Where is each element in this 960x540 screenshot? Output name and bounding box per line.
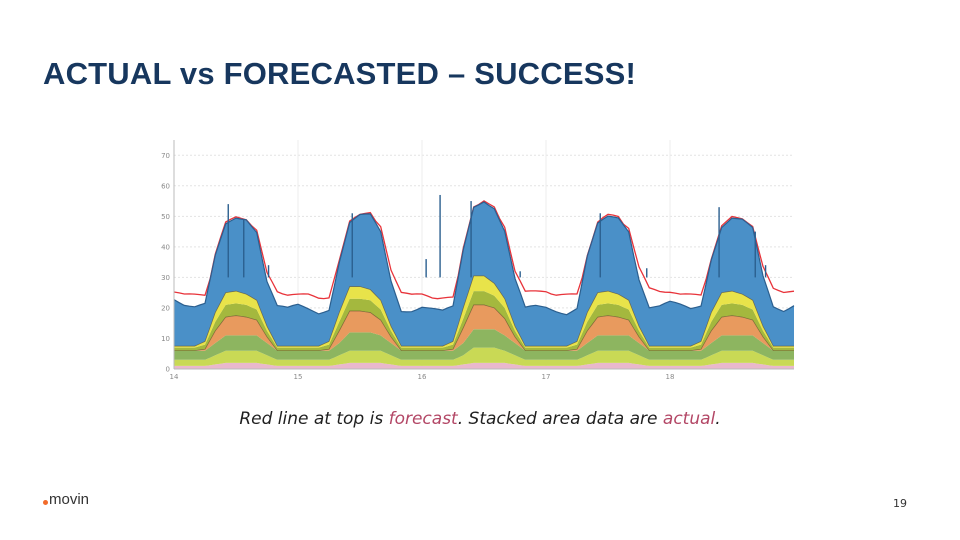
y-tick-label: 30 <box>161 274 170 282</box>
x-tick-label: 17 <box>542 373 551 381</box>
layer-boundary-line <box>174 275 794 347</box>
chart-caption: Red line at top is forecast. Stacked are… <box>0 409 960 429</box>
x-tick-label: 16 <box>418 373 427 381</box>
area-yellow-green-layer <box>174 347 794 366</box>
y-tick-label: 20 <box>161 304 170 312</box>
logo-text: movin <box>49 491 90 508</box>
x-tick-label: 14 <box>170 373 179 381</box>
actual-total-line <box>173 201 795 316</box>
stacked-areas <box>174 202 794 369</box>
y-tick-label: 50 <box>161 213 170 221</box>
x-tick-label: 18 <box>666 373 675 381</box>
y-tick-label: 10 <box>161 335 170 343</box>
y-tick-label: 70 <box>161 152 170 160</box>
caption-actual-word: actual <box>662 409 716 429</box>
caption-forecast-word: forecast <box>388 409 458 429</box>
caption-text-2: . Stacked area data are <box>457 409 663 429</box>
forecast-line <box>173 200 795 300</box>
logo-dot-icon <box>43 500 48 505</box>
series-lines <box>173 194 795 352</box>
x-tick-label: 15 <box>294 373 303 381</box>
area-pink-layer <box>174 362 794 369</box>
chart-canvas: 0 10 20 30 40 50 60 70 14 15 16 17 18 <box>161 140 795 381</box>
y-tick-label: 0 <box>166 366 170 374</box>
company-logo: movin <box>43 491 89 508</box>
y-tick-label: 40 <box>161 243 170 251</box>
layer-boundary-line <box>174 304 794 352</box>
area-green-layer <box>174 329 794 360</box>
area-orange-layer <box>174 304 794 351</box>
area-olive-layer <box>174 291 794 351</box>
page-number: 19 <box>893 497 907 510</box>
area-blue-layer <box>174 202 794 347</box>
caption-text-3: . <box>715 409 721 429</box>
slide-title: ACTUAL vs FORECASTED – SUCCESS! <box>43 56 636 91</box>
y-tick-label: 60 <box>161 182 170 190</box>
area-bright-yellow-layer <box>174 275 794 348</box>
caption-text-1: Red line at top is <box>239 409 389 429</box>
axes: 0 10 20 30 40 50 60 70 14 15 16 17 18 <box>161 140 794 381</box>
stacked-area-chart: 0 10 20 30 40 50 60 70 14 15 16 17 18 <box>150 138 798 386</box>
